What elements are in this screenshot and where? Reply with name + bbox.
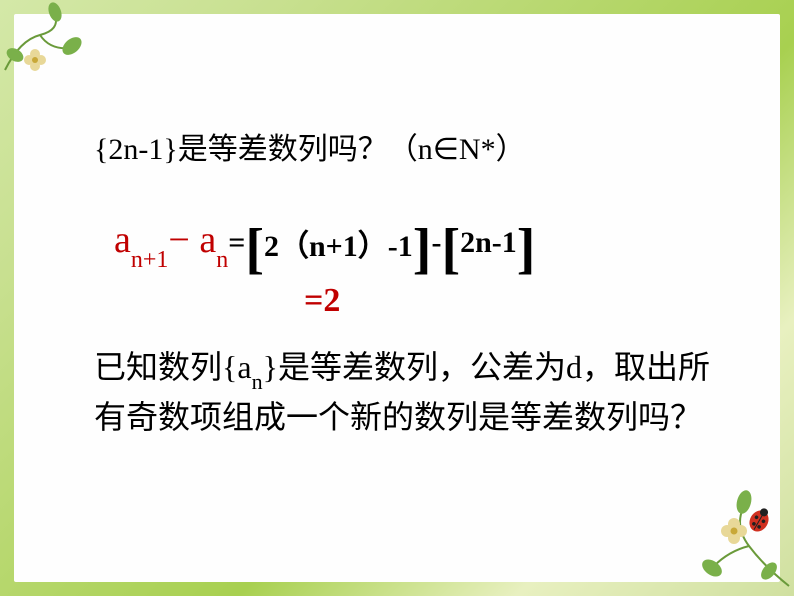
equation-result: =2 <box>74 282 720 320</box>
paren-close: ） <box>496 133 526 166</box>
slide-content: {2n-1}是等差数列吗？（n∈N*） an+1− an = [ 2（n+1）-… <box>14 14 780 582</box>
sequence-expr: {2n-1} <box>94 133 178 166</box>
paren-open: （ <box>388 133 418 166</box>
term1: 2（n+1）-1 <box>264 221 413 265</box>
equals-sign: = <box>228 226 245 260</box>
lhs-term: an+1− an <box>114 218 228 268</box>
equation-row: an+1− an = [ 2（n+1）-1 ] - [ 2n-1 ] <box>74 218 720 268</box>
term2: 2n-1 <box>460 226 517 260</box>
question-text: 是等差数列吗？ <box>178 133 388 166</box>
minus-between: - <box>431 226 441 260</box>
paragraph-question: 已知数列{an}是等差数列，公差为d，取出所有奇数项组成一个新的数列是等差数列吗… <box>74 344 720 441</box>
question-line-1: {2n-1}是等差数列吗？（n∈N*） <box>74 124 720 168</box>
condition: n∈N* <box>418 133 496 166</box>
